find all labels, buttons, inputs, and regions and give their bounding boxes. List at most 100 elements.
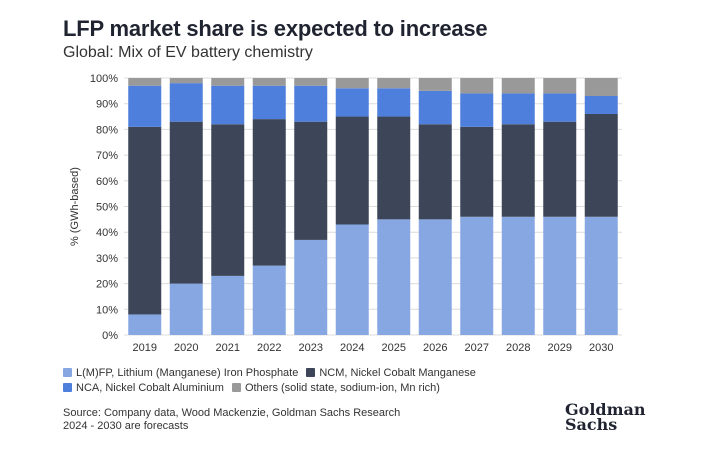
legend-item-lfp: L(M)FP, Lithium (Manganese) Iron Phospha… (63, 367, 298, 379)
legend-label-lfp: L(M)FP, Lithium (Manganese) Iron Phospha… (76, 366, 299, 379)
y-tick-label: 90% (96, 99, 118, 111)
bar-stack-2023 (294, 78, 328, 335)
bar-segment-series-2 (335, 88, 369, 117)
legend-swatch-others (231, 383, 241, 392)
bar-segment-series-0 (335, 224, 369, 335)
bar-segment-series-1 (460, 126, 494, 217)
goldman-sachs-logo: Goldman Sachs (565, 400, 646, 434)
source-note: Source: Company data, Wood Mackenzie, Go… (63, 407, 400, 433)
legend-item-others: Others (solid state, sodium-ion, Mn rich… (231, 381, 440, 394)
bar-stack-2020 (169, 78, 203, 335)
bar-segment-series-2 (501, 93, 535, 125)
bar-segment-series-2 (211, 85, 245, 125)
chart-subtitle: Global: Mix of EV battery chemistry (63, 44, 313, 61)
legend-label-others: Others (solid state, sodium-ion, Mn rich… (244, 381, 440, 394)
bar-segment-series-0 (252, 265, 286, 335)
bar-segment-series-3 (335, 78, 369, 89)
bar-segment-series-3 (294, 78, 328, 86)
bar-stack-2025 (377, 78, 411, 335)
x-tick-label: 2025 (382, 342, 406, 354)
x-axis-ticks: 2019 2020 2021 2022 2023 2024 2025 2026 2027 2028… (133, 342, 614, 354)
bar-segment-series-1 (211, 124, 245, 276)
bar-segment-series-1 (335, 116, 369, 225)
bar-segment-series-0 (418, 219, 452, 335)
legend-swatch-lfp (63, 368, 72, 377)
bar-segment-series-3 (169, 78, 203, 84)
logo-line-2: Sachs (565, 415, 618, 434)
bar-segment-series-2 (252, 85, 286, 120)
bar-stack-2028 (501, 78, 535, 335)
bar-stack-2019 (128, 78, 162, 335)
y-tick-label: 40% (96, 227, 118, 239)
bar-stack-2026 (418, 78, 452, 335)
bar-segment-series-3 (501, 78, 535, 94)
bar-segment-series-2 (169, 83, 203, 122)
bar-segment-series-2 (460, 93, 494, 127)
bar-stack-2027 (460, 78, 494, 335)
bar-segment-series-2 (294, 85, 328, 122)
x-tick-label: 2022 (257, 342, 281, 354)
bar-stack-2021 (211, 78, 245, 335)
x-tick-label: 2027 (465, 342, 489, 354)
y-axis-title: % (GWh-based) (69, 167, 81, 246)
legend: L(M)FP, Lithium (Manganese) Iron Phospha… (63, 365, 484, 395)
bar-stack-2029 (543, 78, 577, 335)
bar-segment-series-2 (377, 88, 411, 117)
bar-stack-2022 (252, 78, 286, 335)
bar-stack-2030 (584, 78, 618, 335)
forecast-note: 2024 - 2030 are forecasts (63, 420, 189, 432)
y-tick-label: 50% (96, 202, 118, 214)
x-tick-label: 2026 (423, 342, 447, 354)
x-tick-label: 2024 (340, 342, 364, 354)
y-tick-label: 80% (96, 124, 118, 136)
logo-line-1: Goldman (565, 400, 646, 419)
bar-segment-series-1 (128, 126, 162, 315)
bar-segment-series-0 (294, 239, 328, 335)
bar-segment-series-1 (169, 121, 203, 284)
legend-swatch-nca (63, 383, 72, 392)
x-tick-label: 2020 (174, 342, 198, 354)
bar-segment-series-0 (377, 219, 411, 335)
y-tick-label: 10% (96, 304, 118, 316)
legend-item-nca: NCA, Nickel Cobalt Aluminium (63, 382, 224, 394)
bar-segment-series-3 (252, 78, 286, 86)
bar-segment-series-3 (543, 78, 577, 94)
bar-segment-series-3 (584, 78, 618, 96)
y-tick-label: 70% (96, 150, 118, 162)
legend-label-ncm: NCM, Nickel Cobalt Manganese (319, 366, 476, 379)
y-tick-label: 100% (90, 73, 118, 85)
bar-segment-series-3 (460, 78, 494, 94)
bar-segment-series-0 (584, 216, 618, 335)
legend-label-nca: NCA, Nickel Cobalt Aluminium (76, 381, 224, 394)
bar-segment-series-3 (128, 78, 162, 86)
bar-segment-series-3 (377, 78, 411, 89)
legend-item-ncm: NCM, Nickel Cobalt Manganese (306, 367, 476, 379)
bar-segment-series-2 (584, 95, 618, 114)
bar-segment-series-1 (252, 119, 286, 266)
bar-segment-series-1 (584, 113, 618, 217)
bar-segment-series-1 (377, 116, 411, 220)
bar-segment-series-3 (418, 78, 452, 91)
bar-segment-series-2 (418, 90, 452, 125)
bar-segment-series-1 (501, 124, 535, 217)
x-tick-label: 2030 (589, 342, 613, 354)
bars (128, 78, 618, 335)
bar-segment-series-2 (543, 93, 577, 122)
x-tick-label: 2019 (133, 342, 157, 354)
y-axis-ticks: 0% 10% 20% 30% 40% 50% 60% 70% 80% 90% 100% (90, 73, 118, 342)
bar-segment-series-0 (128, 314, 162, 335)
bar-segment-series-1 (418, 124, 452, 220)
legend-swatch-ncm (306, 368, 316, 377)
bar-segment-series-0 (211, 275, 245, 335)
y-tick-label: 0% (102, 330, 118, 342)
source-line: Source: Company data, Wood Mackenzie, Go… (63, 407, 401, 419)
bar-segment-series-1 (543, 121, 577, 217)
y-tick-label: 20% (96, 279, 118, 291)
bar-segment-series-2 (128, 85, 162, 127)
x-tick-label: 2029 (548, 342, 572, 354)
bar-segment-series-0 (501, 216, 535, 335)
bar-segment-series-1 (294, 121, 328, 240)
gridlines (124, 77, 622, 336)
